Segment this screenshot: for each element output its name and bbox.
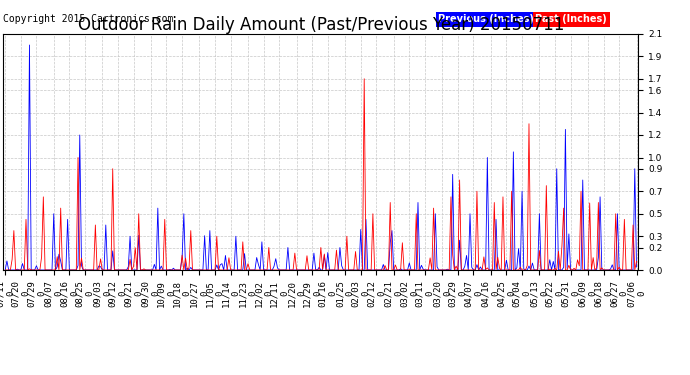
Title: Outdoor Rain Daily Amount (Past/Previous Year) 20150711: Outdoor Rain Daily Amount (Past/Previous… <box>78 16 564 34</box>
Text: Past (Inches): Past (Inches) <box>535 14 607 24</box>
Text: Copyright 2015 Cartronics.com: Copyright 2015 Cartronics.com <box>3 14 174 24</box>
Text: Previous (Inches): Previous (Inches) <box>438 14 534 24</box>
